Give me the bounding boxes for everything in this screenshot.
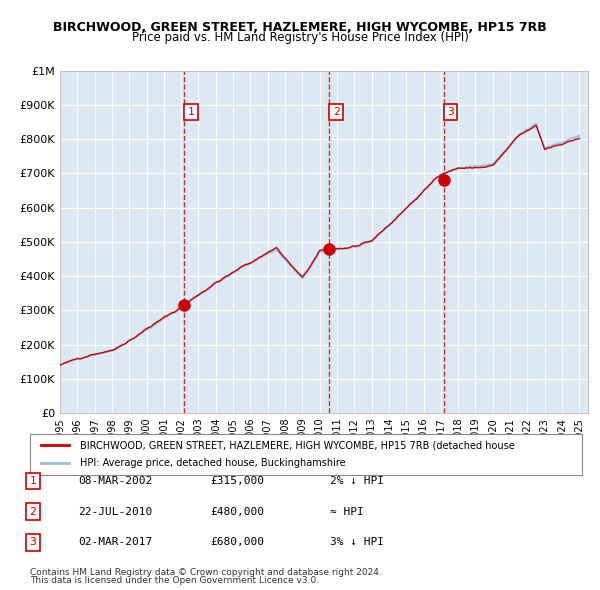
Text: 1: 1 <box>29 476 37 486</box>
Text: Price paid vs. HM Land Registry's House Price Index (HPI): Price paid vs. HM Land Registry's House … <box>131 31 469 44</box>
Text: £680,000: £680,000 <box>210 537 264 547</box>
Text: 3% ↓ HPI: 3% ↓ HPI <box>330 537 384 547</box>
Text: 3: 3 <box>29 537 37 547</box>
Text: 3: 3 <box>447 107 454 117</box>
Text: £315,000: £315,000 <box>210 476 264 486</box>
Text: HPI: Average price, detached house, Buckinghamshire: HPI: Average price, detached house, Buck… <box>80 458 346 468</box>
Text: BIRCHWOOD, GREEN STREET, HAZLEMERE, HIGH WYCOMBE, HP15 7RB: BIRCHWOOD, GREEN STREET, HAZLEMERE, HIGH… <box>53 21 547 34</box>
Text: 2: 2 <box>332 107 340 117</box>
Text: 22-JUL-2010: 22-JUL-2010 <box>78 507 152 516</box>
Text: 1: 1 <box>188 107 194 117</box>
Text: 2% ↓ HPI: 2% ↓ HPI <box>330 476 384 486</box>
Text: £480,000: £480,000 <box>210 507 264 516</box>
Text: BIRCHWOOD, GREEN STREET, HAZLEMERE, HIGH WYCOMBE, HP15 7RB (detached house: BIRCHWOOD, GREEN STREET, HAZLEMERE, HIGH… <box>80 440 514 450</box>
Text: ≈ HPI: ≈ HPI <box>330 507 364 516</box>
Text: This data is licensed under the Open Government Licence v3.0.: This data is licensed under the Open Gov… <box>30 576 319 585</box>
Text: 08-MAR-2002: 08-MAR-2002 <box>78 476 152 486</box>
Text: Contains HM Land Registry data © Crown copyright and database right 2024.: Contains HM Land Registry data © Crown c… <box>30 568 382 577</box>
Text: 2: 2 <box>29 507 37 516</box>
Text: 02-MAR-2017: 02-MAR-2017 <box>78 537 152 547</box>
